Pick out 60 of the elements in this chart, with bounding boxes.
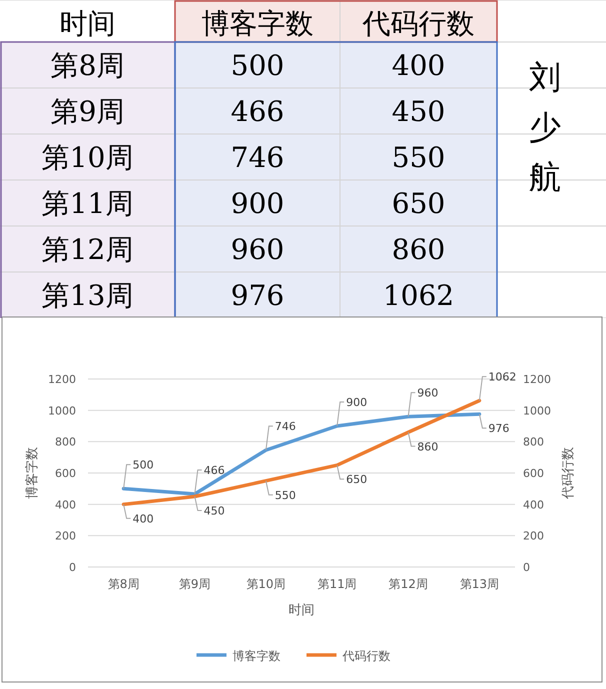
data-label: 976: [488, 422, 510, 436]
line-series: [122, 398, 482, 506]
text: 650: [392, 187, 446, 220]
x-tick-label: 第9周: [178, 577, 211, 591]
legend-label: 博客字数: [232, 649, 280, 663]
text: 时间: [60, 7, 116, 40]
data-label: 400: [132, 512, 154, 526]
data-label: 900: [346, 396, 368, 409]
text: 代码行数: [362, 7, 474, 40]
text: 第9周: [50, 95, 124, 128]
y2-tick-label: 400: [523, 498, 544, 512]
y-tick-label: 1200: [48, 373, 76, 386]
y-tick-label: 0: [69, 561, 76, 574]
text: 第10周: [42, 141, 134, 174]
text: 960: [230, 233, 284, 266]
data-label: 466: [204, 464, 225, 477]
x-tick-label: 第11周: [317, 577, 357, 591]
data-label: 500: [132, 458, 154, 472]
text: 第12周: [42, 233, 134, 266]
x-tick-label: 第13周: [460, 577, 500, 591]
data-label: 1062: [488, 370, 516, 384]
x-tick-label: 第10周: [246, 577, 286, 591]
y2-tick-label: 200: [523, 530, 544, 543]
data-label: 746: [274, 420, 296, 434]
y-tick-label: 1000: [48, 404, 76, 418]
y-tick-label: 800: [55, 436, 76, 449]
text: 第13周: [42, 279, 134, 312]
y2-tick-label: 1200: [523, 373, 551, 386]
x-tick-label: 第8周: [108, 577, 140, 591]
text: 450: [392, 95, 446, 128]
y2-tick-label: 0: [523, 561, 530, 574]
text: 500: [230, 49, 284, 82]
text: 第11周: [42, 187, 134, 220]
y-tick-label: 200: [55, 530, 76, 543]
y2-axis-title: 代码行数: [561, 447, 576, 500]
data-label: 550: [274, 488, 296, 502]
y-tick-label: 400: [55, 498, 76, 512]
y2-tick-label: 1000: [523, 404, 551, 418]
data-label: 650: [346, 473, 368, 486]
data-label: 860: [417, 440, 438, 454]
data-label: 960: [417, 386, 438, 400]
y2-tick-label: 600: [523, 467, 544, 480]
legend-label: 代码行数: [342, 649, 390, 663]
text: 550: [392, 141, 446, 174]
text: 400: [392, 49, 446, 82]
text: 976: [230, 279, 284, 312]
text: 博客字数: [202, 7, 314, 40]
data-label: 450: [204, 504, 225, 518]
text: 1062: [382, 279, 454, 312]
text: 第8周: [50, 49, 124, 82]
text: 746: [230, 141, 284, 174]
text: 刘少航: [529, 58, 561, 196]
y-tick-label: 600: [55, 467, 76, 480]
x-tick-label: 第12周: [388, 577, 428, 591]
y-axis-title: 博客字数: [24, 447, 40, 499]
text: 466: [230, 95, 284, 128]
text: 900: [230, 187, 284, 220]
y2-tick-label: 800: [523, 436, 544, 449]
x-axis-title: 时间: [288, 603, 314, 618]
text: 860: [392, 233, 446, 266]
